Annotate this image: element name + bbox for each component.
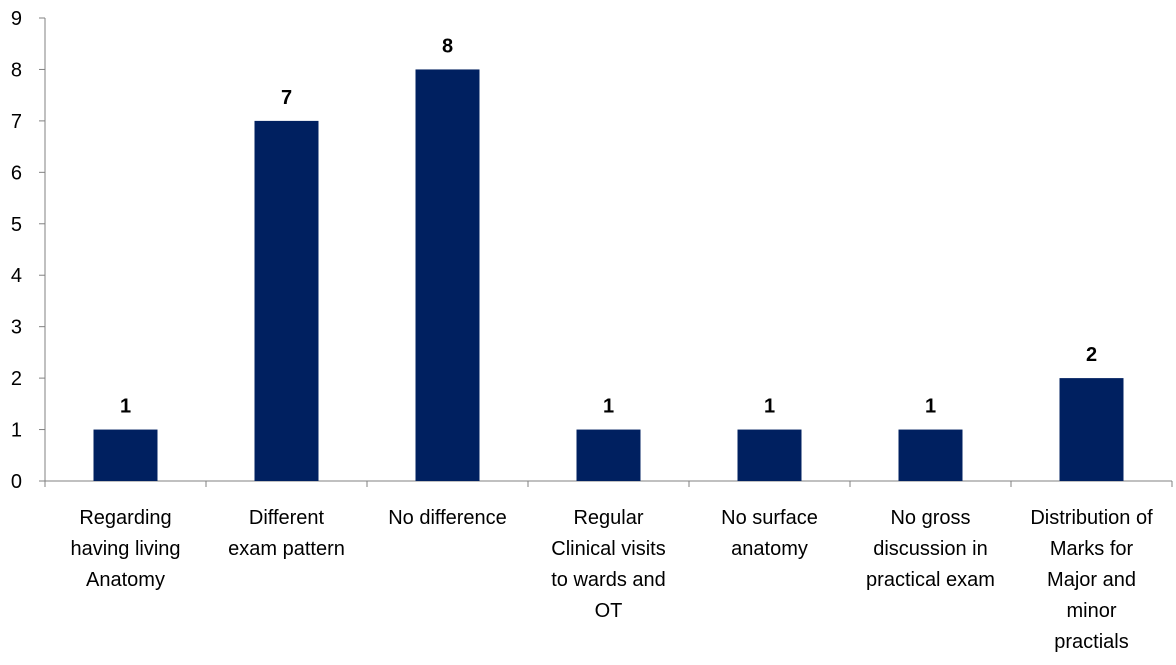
category-label-line: Different bbox=[249, 507, 325, 529]
category-label-line: practical exam bbox=[866, 569, 995, 591]
data-labels: 1 7 8 1 1 1 2 bbox=[120, 35, 1097, 417]
category-label: Distribution of Marks for Major and minor pr… bbox=[1030, 507, 1153, 653]
y-tick-label: 7 bbox=[11, 111, 22, 133]
x-axis bbox=[44, 480, 1173, 487]
category-labels: Regarding having living Anatomy Different ex… bbox=[70, 507, 1153, 653]
y-tick-label: 8 bbox=[11, 59, 22, 81]
category-label-line: Major and bbox=[1047, 569, 1136, 591]
bars bbox=[93, 69, 1124, 481]
category-label-line: exam pattern bbox=[228, 538, 345, 560]
bar bbox=[898, 429, 963, 481]
bar bbox=[93, 429, 158, 481]
category-label-line: Regular bbox=[573, 507, 643, 529]
category-label: No difference bbox=[388, 507, 507, 529]
y-axis: 0 1 2 3 4 5 6 7 8 9 bbox=[11, 8, 46, 493]
y-tick-label: 1 bbox=[11, 420, 22, 442]
category-label-line: having living bbox=[70, 538, 180, 560]
y-tick-label: 9 bbox=[11, 8, 22, 30]
category-label-line: No difference bbox=[388, 507, 507, 529]
category-label: Regarding having living Anatomy bbox=[70, 507, 180, 591]
category-label-line: discussion in bbox=[873, 538, 988, 560]
bar bbox=[415, 69, 480, 481]
data-label: 1 bbox=[925, 396, 936, 418]
y-tick-label: 4 bbox=[11, 265, 22, 287]
y-tick-label: 3 bbox=[11, 317, 22, 339]
category-label-line: OT bbox=[595, 600, 623, 622]
y-tick-label: 0 bbox=[11, 471, 22, 493]
data-label: 1 bbox=[603, 396, 614, 418]
y-tick-label: 5 bbox=[11, 214, 22, 236]
category-label-line: to wards and bbox=[551, 569, 666, 591]
category-label-line: Clinical visits bbox=[551, 538, 665, 560]
category-label-line: practials bbox=[1054, 631, 1128, 653]
category-label: No surface anatomy bbox=[721, 507, 818, 560]
category-label-line: Regarding bbox=[79, 507, 171, 529]
data-label: 8 bbox=[442, 35, 453, 57]
category-label: Regular Clinical visits to wards and OT bbox=[551, 507, 666, 622]
category-label: Different exam pattern bbox=[228, 507, 345, 560]
category-label-line: anatomy bbox=[731, 538, 808, 560]
y-tick-label: 6 bbox=[11, 162, 22, 184]
data-label: 7 bbox=[281, 87, 292, 109]
category-label-line: Distribution of bbox=[1030, 507, 1153, 529]
data-label: 1 bbox=[120, 396, 131, 418]
category-label-line: minor bbox=[1066, 600, 1116, 622]
category-label: No gross discussion in practical exam bbox=[866, 507, 995, 591]
bar bbox=[576, 429, 641, 481]
data-label: 1 bbox=[764, 396, 775, 418]
data-label: 2 bbox=[1086, 344, 1097, 366]
category-label-line: Anatomy bbox=[86, 569, 165, 591]
bar bbox=[1059, 378, 1124, 481]
category-label-line: No surface bbox=[721, 507, 818, 529]
y-tick-label: 2 bbox=[11, 368, 22, 390]
category-label-line: No gross bbox=[890, 507, 970, 529]
bar bbox=[254, 120, 319, 481]
category-label-line: Marks for bbox=[1050, 538, 1134, 560]
bar bbox=[737, 429, 802, 481]
